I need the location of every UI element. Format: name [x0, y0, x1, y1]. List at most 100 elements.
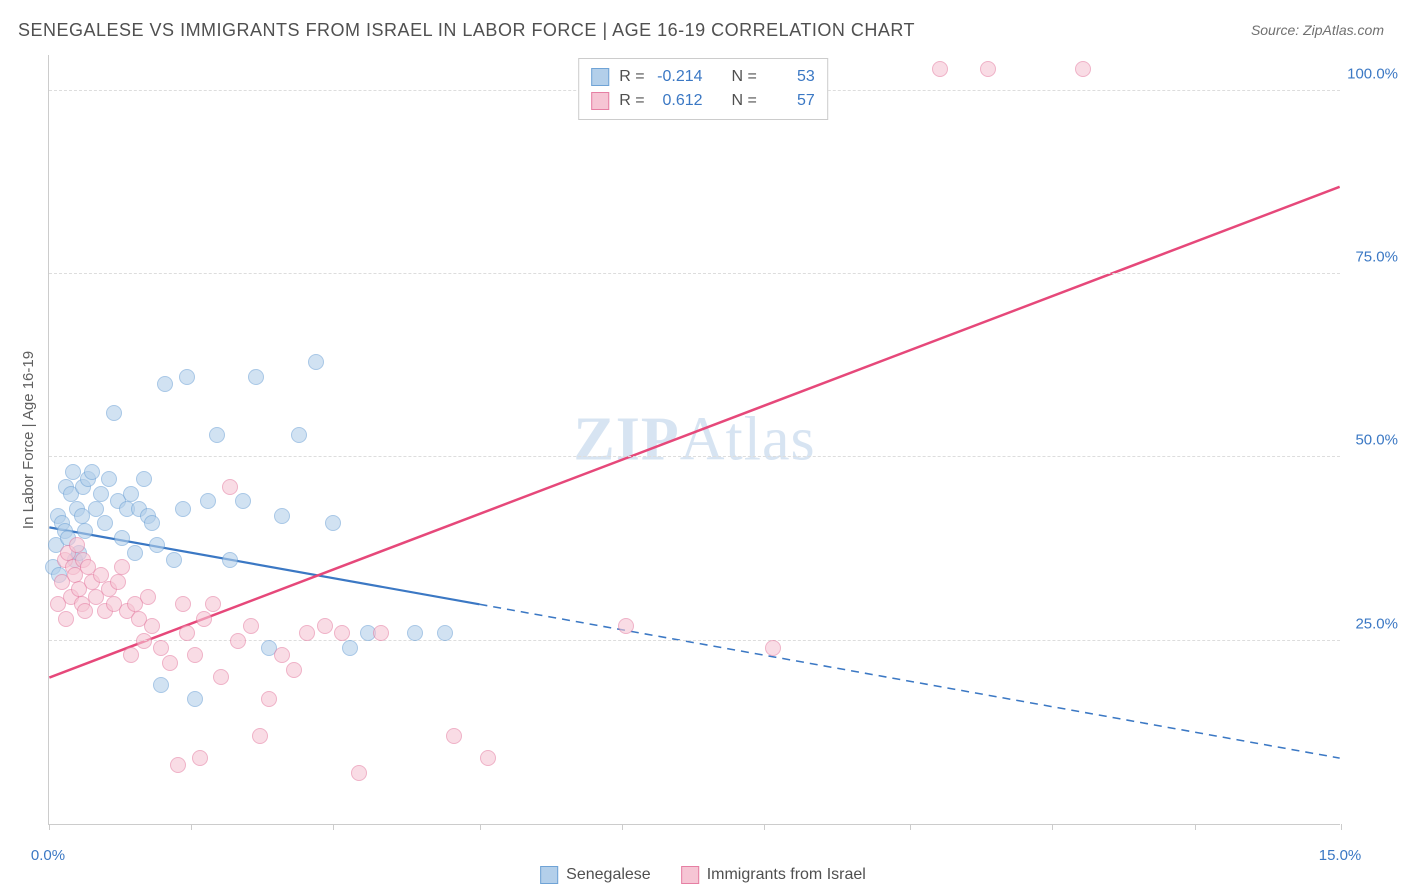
data-point — [175, 501, 191, 517]
data-point — [175, 596, 191, 612]
y-tick-label: 100.0% — [1347, 65, 1398, 82]
data-point — [230, 633, 246, 649]
data-point — [243, 618, 259, 634]
data-point — [291, 427, 307, 443]
x-tick — [191, 824, 192, 830]
stats-legend-box: R =-0.214 N =53R =0.612 N =57 — [578, 58, 828, 120]
data-point — [93, 567, 109, 583]
data-point — [618, 618, 634, 634]
r-label: R = — [619, 89, 644, 113]
bottom-legend: Senegalese Immigrants from Israel — [540, 866, 866, 884]
x-tick — [49, 824, 50, 830]
data-point — [252, 728, 268, 744]
data-point — [248, 369, 264, 385]
data-point — [274, 647, 290, 663]
x-tick — [1052, 824, 1053, 830]
n-value: 57 — [767, 89, 815, 113]
data-point — [74, 508, 90, 524]
legend-item: Senegalese — [540, 866, 651, 884]
watermark-rest: Atlas — [680, 405, 816, 473]
data-point — [334, 625, 350, 641]
data-point — [123, 647, 139, 663]
r-label: R = — [619, 65, 644, 89]
data-point — [144, 515, 160, 531]
series-swatch — [591, 92, 609, 110]
legend-label: Senegalese — [566, 866, 651, 884]
data-point — [192, 750, 208, 766]
data-point — [84, 464, 100, 480]
plot-area: ZIPAtlas 25.0%50.0%75.0%100.0% — [48, 55, 1340, 825]
x-tick — [622, 824, 623, 830]
x-tick — [1195, 824, 1196, 830]
data-point — [101, 471, 117, 487]
data-point — [209, 427, 225, 443]
trend-line-solid — [49, 187, 1339, 678]
data-point — [274, 508, 290, 524]
legend-label: Immigrants from Israel — [707, 866, 866, 884]
data-point — [149, 537, 165, 553]
data-point — [196, 611, 212, 627]
data-point — [373, 625, 389, 641]
x-tick — [333, 824, 334, 830]
data-point — [261, 691, 277, 707]
data-point — [69, 537, 85, 553]
series-swatch — [591, 68, 609, 86]
y-tick-label: 75.0% — [1355, 249, 1398, 266]
chart-title: SENEGALESE VS IMMIGRANTS FROM ISRAEL IN … — [18, 20, 915, 41]
data-point — [97, 515, 113, 531]
y-tick-label: 50.0% — [1355, 432, 1398, 449]
data-point — [140, 589, 156, 605]
n-label: N = — [731, 65, 756, 89]
trend-lines-layer — [49, 55, 1340, 824]
n-label: N = — [731, 89, 756, 113]
x-tick — [764, 824, 765, 830]
data-point — [88, 501, 104, 517]
gridline-h — [49, 456, 1340, 457]
source-attribution: Source: ZipAtlas.com — [1251, 22, 1384, 38]
data-point — [213, 669, 229, 685]
data-point — [235, 493, 251, 509]
data-point — [342, 640, 358, 656]
y-axis-label: In Labor Force | Age 16-19 — [20, 351, 37, 529]
x-tick-label: 15.0% — [1319, 847, 1362, 864]
data-point — [153, 677, 169, 693]
data-point — [765, 640, 781, 656]
data-point — [136, 633, 152, 649]
x-tick-label: 0.0% — [31, 847, 65, 864]
data-point — [179, 625, 195, 641]
data-point — [65, 464, 81, 480]
data-point — [325, 515, 341, 531]
data-point — [123, 486, 139, 502]
data-point — [114, 559, 130, 575]
data-point — [162, 655, 178, 671]
data-point — [437, 625, 453, 641]
data-point — [170, 757, 186, 773]
data-point — [351, 765, 367, 781]
data-point — [286, 662, 302, 678]
data-point — [446, 728, 462, 744]
legend-swatch — [681, 866, 699, 884]
data-point — [222, 479, 238, 495]
source-label: Source: — [1251, 22, 1299, 38]
data-point — [136, 471, 152, 487]
legend-swatch — [540, 866, 558, 884]
data-point — [166, 552, 182, 568]
data-point — [110, 574, 126, 590]
x-tick — [1341, 824, 1342, 830]
data-point — [205, 596, 221, 612]
data-point — [157, 376, 173, 392]
trend-line-dashed — [479, 604, 1339, 758]
data-point — [1075, 61, 1091, 77]
r-value: -0.214 — [655, 65, 703, 89]
data-point — [77, 523, 93, 539]
data-point — [200, 493, 216, 509]
data-point — [187, 691, 203, 707]
data-point — [106, 405, 122, 421]
data-point — [127, 545, 143, 561]
data-point — [179, 369, 195, 385]
y-tick-label: 25.0% — [1355, 615, 1398, 632]
data-point — [317, 618, 333, 634]
data-point — [114, 530, 130, 546]
data-point — [407, 625, 423, 641]
data-point — [144, 618, 160, 634]
